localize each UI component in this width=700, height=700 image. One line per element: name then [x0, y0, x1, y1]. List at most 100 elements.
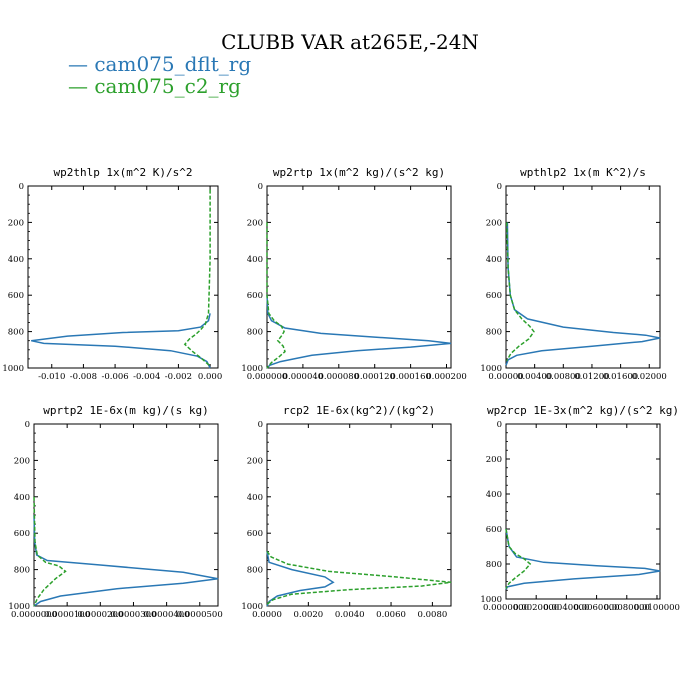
y-tick-label: 200 — [247, 456, 263, 466]
y-tick-label: 800 — [486, 328, 502, 338]
legend-label-c2: cam075_c2_rg — [94, 74, 241, 98]
series-line-c2 — [266, 222, 286, 369]
x-tick-label: 0.0060 — [376, 610, 406, 620]
series-line-c2 — [505, 222, 535, 362]
x-tick-label: 0.01200 — [574, 372, 609, 382]
chart-title: wp2rtp 1x(m^2 kg)/(s^2 kg) — [273, 166, 445, 179]
y-tick-label: 600 — [486, 525, 502, 535]
x-tick-label: 0.000160 — [390, 372, 431, 382]
y-tick-label: 0 — [497, 420, 502, 430]
legend-line-c2: — — [68, 74, 95, 98]
y-tick-label: 600 — [8, 291, 24, 301]
y-tick-label: 400 — [486, 255, 502, 265]
series-line-dflt — [266, 551, 335, 607]
legend-line-dflt: — — [68, 52, 95, 76]
x-tick-label: 0.0000000 — [483, 603, 529, 613]
y-tick-label: 400 — [8, 255, 24, 265]
y-tick-label: 0 — [25, 420, 30, 430]
series-line-dflt — [31, 313, 211, 369]
y-tick-label: 1000 — [8, 602, 30, 612]
series-line-c2 — [505, 528, 532, 589]
y-tick-label: 800 — [247, 328, 263, 338]
y-tick-label: 200 — [8, 218, 24, 228]
x-tick-label: 0.0000 — [252, 610, 282, 620]
x-tick-label: 0.0080 — [418, 610, 448, 620]
y-tick-label: 800 — [486, 560, 502, 570]
x-tick-label: 0.000120 — [354, 372, 395, 382]
x-tick-label: 0.000 — [198, 372, 222, 382]
y-tick-label: 0 — [497, 182, 502, 192]
plot-frame — [505, 185, 661, 369]
x-tick-label: -0.002 — [165, 372, 192, 382]
x-tick-label: 0.0000500 — [177, 610, 223, 620]
y-tick-label: 200 — [486, 218, 502, 228]
y-tick-label: 600 — [486, 291, 502, 301]
y-tick-label: 200 — [14, 456, 30, 466]
y-tick-label: 1000 — [480, 364, 502, 374]
y-tick-label: 0 — [19, 182, 24, 192]
y-tick-label: 800 — [14, 566, 30, 576]
x-tick-label: 0.0040000 — [543, 603, 589, 613]
plot-frame — [266, 423, 452, 607]
series-line-dflt — [505, 222, 661, 366]
x-tick-label: -0.008 — [70, 372, 97, 382]
x-tick-label: 0.0000200 — [77, 610, 123, 620]
plot-frame — [33, 423, 219, 607]
y-tick-label: 1000 — [241, 602, 263, 612]
legend-item-dflt: — cam075_dflt_rg — [68, 52, 251, 76]
series-line-c2 — [183, 189, 211, 367]
x-tick-label: 0.0080000 — [604, 603, 650, 613]
y-tick-label: 0 — [258, 182, 263, 192]
x-tick-label: 0.000000 — [247, 372, 288, 382]
series-line-dflt — [33, 514, 219, 607]
y-tick-label: 1000 — [480, 595, 502, 605]
y-tick-label: 400 — [486, 490, 502, 500]
series-line-dflt — [505, 528, 661, 590]
x-tick-label: 0.0000100 — [44, 610, 90, 620]
plot-frame — [27, 185, 219, 369]
y-tick-label: 800 — [8, 328, 24, 338]
x-tick-label: 0.0000000 — [11, 610, 57, 620]
y-tick-label: 400 — [247, 493, 263, 503]
x-tick-label: -0.004 — [133, 372, 160, 382]
x-tick-label: 0.000080 — [319, 372, 360, 382]
series-line-c2 — [33, 496, 67, 607]
chart-title: wp2thlp 1x(m^2 K)/s^2 — [53, 166, 192, 179]
chart-title: rcp2 1E-6x(kg^2)/(kg^2) — [283, 404, 435, 417]
y-tick-label: 600 — [14, 529, 30, 539]
y-tick-label: 600 — [247, 529, 263, 539]
y-tick-label: 1000 — [241, 364, 263, 374]
y-tick-label: 600 — [247, 291, 263, 301]
x-tick-label: 0.000200 — [426, 372, 467, 382]
x-tick-label: 0.00800 — [546, 372, 581, 382]
y-tick-label: 200 — [486, 455, 502, 465]
chart-title: wprtp2 1E-6x(m kg)/(s kg) — [43, 404, 209, 417]
x-tick-label: 0.0000300 — [110, 610, 156, 620]
x-tick-label: -0.006 — [101, 372, 128, 382]
x-tick-label: -0.010 — [38, 372, 65, 382]
x-tick-label: 0.0020000 — [513, 603, 559, 613]
series-line-c2 — [266, 550, 452, 605]
chart-title: wp2rcp 1E-3x(m^2 kg)/(s^2 kg) — [487, 404, 679, 417]
x-tick-label: 0.0000400 — [144, 610, 190, 620]
x-tick-label: 0.02000 — [632, 372, 667, 382]
y-tick-label: 0 — [258, 420, 263, 430]
y-tick-label: 400 — [247, 255, 263, 265]
x-tick-label: 0.00400 — [517, 372, 552, 382]
page-title: CLUBB VAR at265E,-24N — [221, 30, 479, 54]
x-tick-label: 0.0020 — [293, 610, 323, 620]
series-line-dflt — [266, 295, 452, 369]
plot-frame — [505, 423, 661, 600]
legend-item-c2: — cam075_c2_rg — [68, 74, 241, 98]
x-tick-label: 0.000040 — [283, 372, 324, 382]
y-tick-label: 400 — [14, 493, 30, 503]
x-tick-label: 0.00000 — [488, 372, 523, 382]
x-tick-label: 0.0100000 — [634, 603, 680, 613]
chart-title: wpthlp2 1x(m K^2)/s — [520, 166, 646, 179]
x-tick-label: 0.0060000 — [574, 603, 620, 613]
x-tick-label: 0.0040 — [335, 610, 365, 620]
x-tick-label: 0.01600 — [603, 372, 638, 382]
y-tick-label: 200 — [247, 218, 263, 228]
y-tick-label: 800 — [247, 566, 263, 576]
